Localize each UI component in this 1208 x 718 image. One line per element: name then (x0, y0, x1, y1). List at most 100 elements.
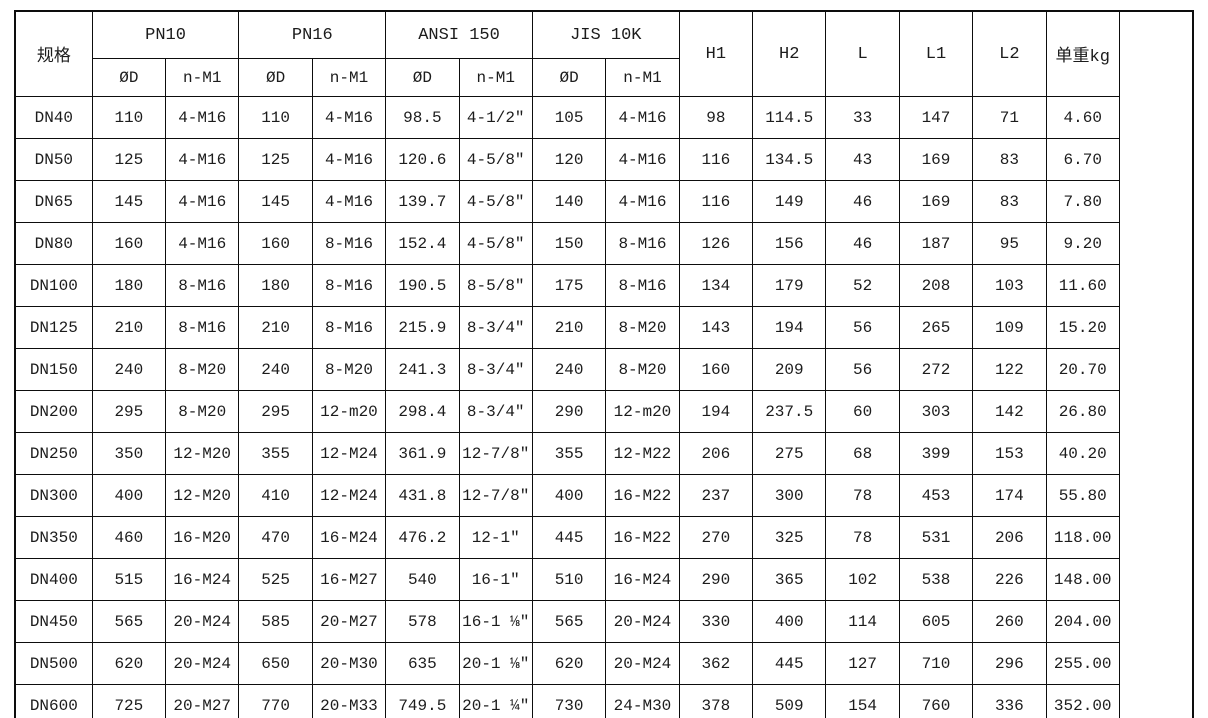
value-cell: 206 (678, 432, 754, 475)
table-row: DN80 160 4-M16 160 8-M16 152.4 4-5/8″ 150 8-M16 1… (14, 222, 1193, 265)
value-cell: 565 (91, 600, 167, 643)
table-row: DN50 125 4-M16 125 4-M16 120.6 4-5/8″ 120 4-M16 1… (14, 138, 1193, 181)
value-cell: 143 (678, 306, 754, 349)
value-cell: 635 (385, 642, 460, 685)
header-pn10-bolts: n-M1 (165, 58, 240, 97)
value-cell: 68 (825, 432, 900, 475)
value-cell: 8-M20 (605, 348, 680, 391)
value-cell: 102 (825, 558, 900, 601)
value-cell: 605 (898, 600, 974, 643)
value-cell: 4-M16 (311, 96, 387, 139)
value-cell: 8-3/4″ (458, 390, 533, 433)
flange-spec-table: 规格 PN10 PN16 ANSI 150 JIS 10K H1 H2 L L1… (14, 10, 1194, 718)
value-cell: 11.60 (1045, 264, 1120, 307)
value-cell: 760 (898, 684, 974, 718)
value-cell: 160 (91, 222, 167, 265)
table-header: 规格 PN10 PN16 ANSI 150 JIS 10K H1 H2 L L1… (14, 10, 1193, 97)
value-cell: 4-M16 (165, 96, 240, 139)
value-cell: 154 (825, 684, 900, 718)
value-cell: 179 (752, 264, 827, 307)
value-cell: 265 (898, 306, 974, 349)
value-cell: 147 (898, 96, 974, 139)
value-cell: 620 (91, 642, 167, 685)
value-cell: 12-M24 (311, 474, 387, 517)
value-cell: 515 (91, 558, 167, 601)
value-cell: 153 (972, 432, 1047, 475)
table-row: DN450 565 20-M24 585 20-M27 578 16-1 ⅛″ 565 20-M… (14, 600, 1193, 643)
header-h2: H2 (752, 10, 827, 97)
spec-cell: DN125 (14, 306, 93, 349)
table-row: DN300 400 12-M20 410 12-M24 431.8 12-7/8″ 400 16… (14, 474, 1193, 517)
value-cell: 169 (898, 138, 974, 181)
value-cell: 43 (825, 138, 900, 181)
value-cell: 510 (531, 558, 607, 601)
value-cell: 148.00 (1045, 558, 1120, 601)
table-body: DN40 110 4-M16 110 4-M16 98.5 4-1/2″ 105 4-M16 98… (14, 96, 1193, 718)
table-row: DN400 515 16-M24 525 16-M27 540 16-1″ 510 16-M24… (14, 558, 1193, 601)
value-cell: 8-5/8″ (458, 264, 533, 307)
value-cell: 295 (238, 390, 313, 433)
value-cell: 470 (238, 516, 313, 559)
value-cell: 8-M20 (165, 390, 240, 433)
table-row: DN600 725 20-M27 770 20-M33 749.5 20-1 ¼″ 730 24… (14, 684, 1193, 718)
value-cell: 20-M24 (605, 642, 680, 685)
value-cell: 6.70 (1045, 138, 1120, 181)
value-cell: 114 (825, 600, 900, 643)
value-cell: 355 (531, 432, 607, 475)
value-cell: 56 (825, 348, 900, 391)
value-cell: 83 (972, 180, 1047, 223)
value-cell: 194 (752, 306, 827, 349)
spec-cell: DN65 (14, 180, 93, 223)
value-cell: 531 (898, 516, 974, 559)
value-cell: 190.5 (385, 264, 460, 307)
value-cell: 209 (752, 348, 827, 391)
value-cell: 187 (898, 222, 974, 265)
header-h1: H1 (678, 10, 754, 97)
value-cell: 8-M16 (165, 306, 240, 349)
value-cell: 160 (238, 222, 313, 265)
value-cell: 4-5/8″ (458, 180, 533, 223)
value-cell: 4-M16 (165, 180, 240, 223)
value-cell: 509 (752, 684, 827, 718)
header-group-ansi150: ANSI 150 (385, 10, 533, 59)
table-row: DN250 350 12-M20 355 12-M24 361.9 12-7/8″ 355 12… (14, 432, 1193, 475)
value-cell: 208 (898, 264, 974, 307)
value-cell: 241.3 (385, 348, 460, 391)
value-cell: 725 (91, 684, 167, 718)
value-cell: 15.20 (1045, 306, 1120, 349)
header-group-pn10: PN10 (91, 10, 240, 59)
value-cell: 206 (972, 516, 1047, 559)
value-cell: 12-7/8″ (458, 474, 533, 517)
value-cell: 145 (91, 180, 167, 223)
value-cell: 361.9 (385, 432, 460, 475)
value-cell: 118.00 (1045, 516, 1120, 559)
value-cell: 4-5/8″ (458, 222, 533, 265)
value-cell: 272 (898, 348, 974, 391)
header-group-row: 规格 PN10 PN16 ANSI 150 JIS 10K H1 H2 L L1… (14, 10, 1193, 97)
value-cell: 60 (825, 390, 900, 433)
header-ansi150-diameter: ØD (385, 58, 460, 97)
value-cell: 150 (531, 222, 607, 265)
value-cell: 260 (972, 600, 1047, 643)
header-pn16-bolts: n-M1 (311, 58, 387, 97)
value-cell: 134 (678, 264, 754, 307)
value-cell: 16-M24 (311, 516, 387, 559)
value-cell: 538 (898, 558, 974, 601)
value-cell: 12-1″ (458, 516, 533, 559)
value-cell: 125 (91, 138, 167, 181)
value-cell: 78 (825, 474, 900, 517)
value-cell: 650 (238, 642, 313, 685)
value-cell: 295 (91, 390, 167, 433)
value-cell: 240 (91, 348, 167, 391)
value-cell: 98 (678, 96, 754, 139)
value-cell: 8-M16 (311, 306, 387, 349)
value-cell: 525 (238, 558, 313, 601)
value-cell: 26.80 (1045, 390, 1120, 433)
value-cell: 215.9 (385, 306, 460, 349)
value-cell: 16-M22 (605, 516, 680, 559)
value-cell: 460 (91, 516, 167, 559)
header-sub-row: ØD n-M1 ØD n-M1 ØD n-M1 ØD n-M1 (15, 58, 1193, 97)
value-cell: 226 (972, 558, 1047, 601)
header-pn16-diameter: ØD (238, 58, 313, 97)
